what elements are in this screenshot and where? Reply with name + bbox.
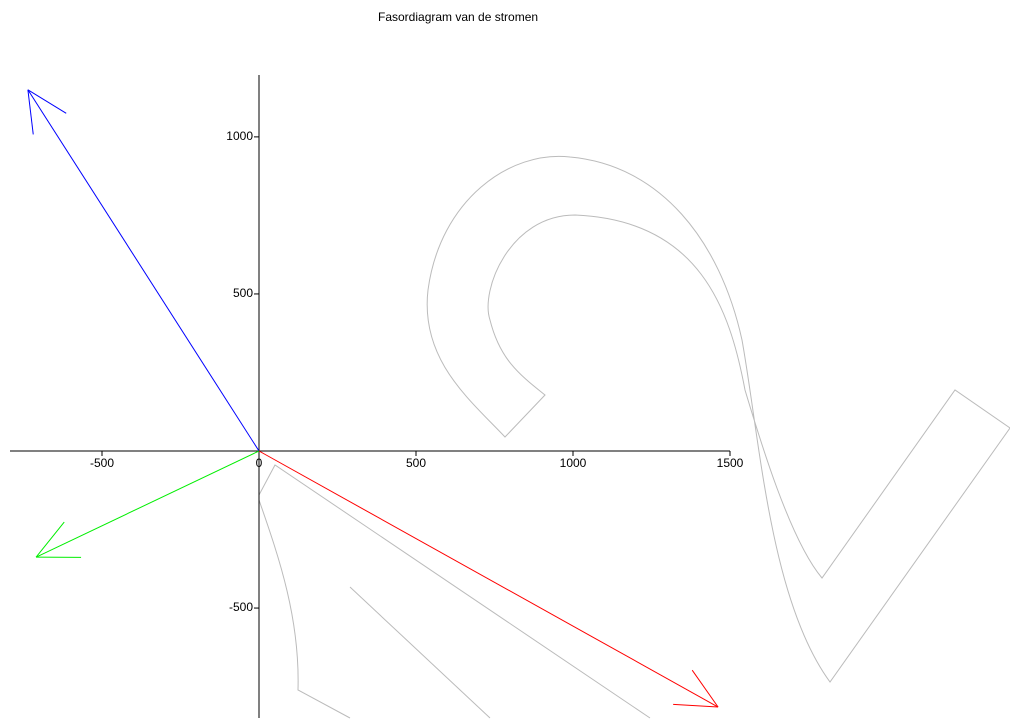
arrow-head — [692, 670, 718, 707]
chart-title: Fasordiagram van de stromen — [378, 10, 538, 24]
arrow-head — [28, 90, 66, 114]
chart: Fasordiagram van de stromen -500 0 500 1000… — [0, 0, 1010, 727]
watermark — [259, 465, 650, 718]
arrow-head — [673, 704, 718, 707]
x-tick-label: 1000 — [560, 456, 587, 470]
y-tick-label: -500 — [229, 600, 253, 614]
y-tick-label: 500 — [233, 286, 253, 300]
x-tick-label: 1500 — [717, 456, 744, 470]
y-tick-label: 1000 — [226, 129, 253, 143]
vector — [36, 451, 259, 557]
vector — [259, 451, 718, 707]
x-tick-label: 0 — [256, 456, 263, 470]
arrow-head — [36, 522, 64, 557]
x-tick-label: -500 — [90, 456, 114, 470]
x-tick-label: 500 — [406, 456, 426, 470]
watermark — [427, 156, 1010, 682]
vector — [28, 90, 259, 451]
